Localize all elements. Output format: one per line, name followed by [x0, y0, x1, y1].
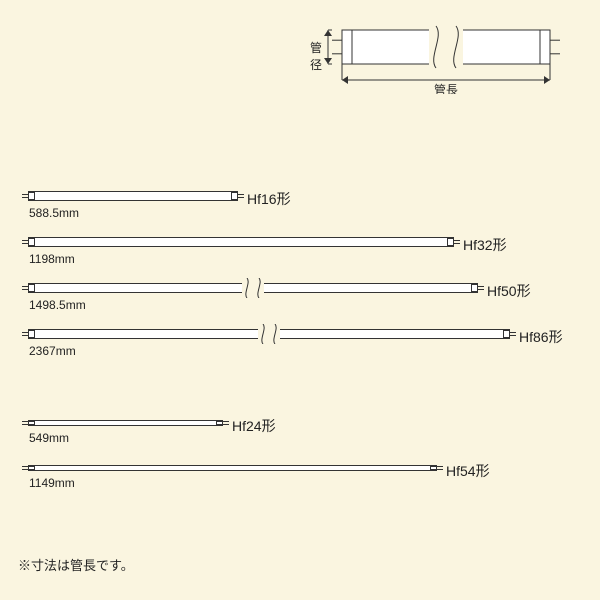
- tube-type-label: Hf50形: [477, 281, 531, 301]
- tube: Hf32形1198mm: [28, 237, 454, 247]
- tube-row: Hf16形588.5mm: [20, 190, 600, 204]
- tube-length-label: 1198mm: [29, 252, 75, 266]
- tube-row: Hf86形2367mm: [20, 328, 600, 342]
- svg-text:管長: 管長: [434, 82, 458, 94]
- tube-row: Hf24形549mm: [20, 415, 600, 429]
- tube: Hf50形1498.5mm: [28, 283, 478, 293]
- tube-row: Hf50形1498.5mm: [20, 282, 600, 296]
- tube-length-label: 588.5mm: [29, 206, 79, 220]
- footnote: ※寸法は管長です。: [18, 555, 134, 574]
- diameter-label: 管径: [310, 39, 322, 73]
- tube-type-label: Hf32形: [453, 235, 507, 255]
- tube-length-label: 1498.5mm: [29, 298, 86, 312]
- tube-schema: 管長 管径: [310, 22, 572, 94]
- tube-type-label: Hf54形: [436, 461, 490, 481]
- tube-length-label: 549mm: [29, 431, 69, 445]
- tube-length-label: 2367mm: [29, 344, 76, 358]
- tube: Hf86形2367mm: [28, 329, 510, 339]
- tube-type-label: Hf86形: [509, 327, 563, 347]
- tube: Hf54形1149mm: [28, 465, 437, 471]
- tube-row: Hf32形1198mm: [20, 236, 600, 250]
- tube-row: Hf54形1149mm: [20, 460, 600, 474]
- tube: Hf16形588.5mm: [28, 191, 238, 201]
- tube-length-label: 1149mm: [29, 476, 75, 490]
- tube-type-label: Hf16形: [237, 189, 291, 209]
- tube-type-label: Hf24形: [222, 416, 276, 436]
- tube: Hf24形549mm: [28, 420, 223, 426]
